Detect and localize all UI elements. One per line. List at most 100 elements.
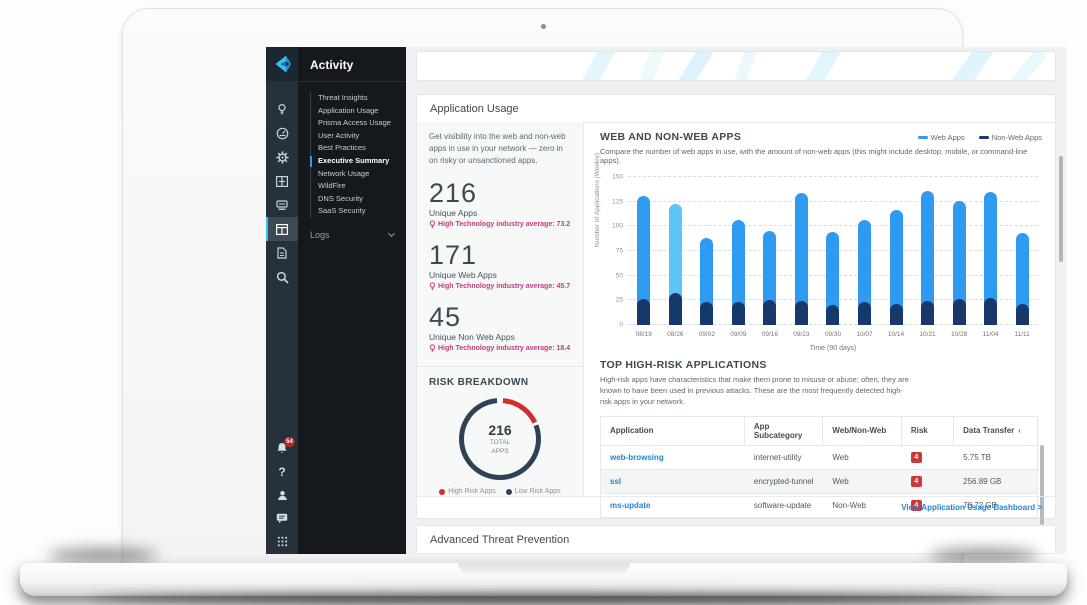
data-transfer-cell: 256.89 GB: [963, 476, 1002, 486]
sidebar-item-dns-security[interactable]: DNS Security: [318, 193, 364, 203]
notifications-button[interactable]: 54: [266, 437, 298, 456]
column-header-risk[interactable]: Risk: [902, 416, 955, 445]
subcategory-cell: software-update: [753, 500, 812, 510]
web-apps-bar-segment: [794, 192, 808, 325]
risk-badge: 4: [910, 475, 922, 487]
bar-11/11[interactable]: [1006, 177, 1038, 325]
lightbulb-icon: [278, 103, 286, 115]
rail-item-monitor[interactable]: [266, 121, 298, 145]
rail-item-settings[interactable]: [266, 145, 298, 169]
sidebar-item-logs[interactable]: Logs: [310, 229, 396, 240]
bar-10/21[interactable]: [912, 177, 944, 325]
legend-item: High Risk Apps: [439, 488, 496, 495]
stat-benchmark: High Technology industry average: 73.2: [429, 220, 571, 229]
bar-09/30[interactable]: [817, 177, 849, 325]
bar-09/16[interactable]: [754, 177, 786, 325]
gridline: 150: [612, 174, 1038, 181]
laptop-camera: [540, 24, 546, 29]
chevron-down-icon: [387, 229, 396, 237]
help-icon: ?: [278, 465, 286, 479]
gauge-icon: [276, 127, 288, 139]
web-apps-bar-segment: [889, 209, 903, 325]
non-web-apps-bar-segment: [952, 299, 966, 325]
benchmark-text: High Technology industry average: 18.4: [438, 345, 571, 352]
laptop-shadow: [48, 548, 158, 563]
bar-11/04[interactable]: [975, 177, 1007, 325]
apps-grid-button[interactable]: [266, 534, 298, 548]
bar-10/14[interactable]: [880, 177, 912, 325]
web-apps-bar-segment: [952, 200, 966, 325]
legend-item: Web Apps: [917, 133, 965, 142]
gridline: 125: [612, 198, 1038, 205]
bar-10/28[interactable]: [943, 177, 975, 325]
sort-indicator-icon: ‹: [1018, 426, 1021, 436]
bar-09/23[interactable]: [786, 177, 818, 325]
column-header-data-transfer[interactable]: Data Transfer ‹: [963, 426, 1021, 436]
rail-item-reports[interactable]: [266, 241, 298, 265]
laptop-notch: [457, 563, 630, 574]
application-link[interactable]: ssl: [610, 476, 622, 486]
sidebar-item-user-activity[interactable]: User Activity: [318, 130, 360, 140]
app-logo[interactable]: [266, 47, 298, 81]
web-nonweb-cell: Non-Web: [832, 500, 866, 510]
sidebar-rail: 54 ?: [266, 47, 298, 554]
y-tick-label: 100: [612, 222, 623, 230]
web-apps-bar-segment: [984, 191, 998, 325]
risk-breakdown-title: RISK BREAKDOWN: [429, 377, 529, 388]
window-panels-icon: [276, 175, 288, 187]
page-scrollbar[interactable]: [1059, 156, 1063, 262]
stat-label: Unique Non Web Apps: [429, 332, 515, 342]
search-icon: [276, 271, 289, 284]
sidebar-item-wildfire[interactable]: WildFire: [318, 181, 346, 191]
user-button[interactable]: [266, 488, 298, 502]
sidebar-item-application-usage[interactable]: Application Usage: [318, 105, 379, 115]
column-header-application[interactable]: Application: [601, 416, 745, 445]
application-link[interactable]: web-browsing: [610, 452, 664, 462]
high-risk-table: Application App Subcategory Web/Non-Web Ris…: [600, 415, 1044, 525]
feedback-button[interactable]: [266, 511, 298, 525]
non-web-apps-bar-segment: [857, 302, 871, 325]
rail-item-dashboards[interactable]: [266, 217, 298, 241]
bar-08/26[interactable]: [660, 177, 692, 325]
table-row-ms-update: ms-update software-update Non-Web 4 78.72 GB: [601, 494, 1037, 518]
bar-chart-subtitle: Compare the number of web apps in use, w…: [600, 147, 1028, 165]
x-tick-label: 09/30: [824, 331, 842, 338]
sidebar-item-saas-security[interactable]: SaaS Security: [318, 206, 366, 216]
data-transfer-cell: 5.75 TB: [963, 452, 991, 462]
sidebar-item-executive-summary[interactable]: Executive Summary: [310, 155, 406, 168]
x-tick-label: 09/02: [698, 331, 715, 338]
benchmark-bulb-icon: [429, 344, 436, 353]
column-header-web-non-web[interactable]: Web/Non-Web: [823, 416, 902, 445]
non-web-apps-bar-segment: [700, 302, 714, 325]
non-web-apps-bar-segment: [1015, 304, 1029, 325]
decorative-streak: [627, 52, 670, 80]
column-header-app-subcategory[interactable]: App Subcategory: [745, 416, 824, 445]
laptop-base-shadow: [90, 594, 997, 603]
web-nonweb-cell: Web: [832, 452, 849, 462]
table-header-row: Application App Subcategory Web/Non-Web Ris…: [601, 416, 1037, 446]
application-link[interactable]: ms-update: [610, 500, 651, 510]
rail-item-panels[interactable]: [266, 169, 298, 193]
rail-item-appliance[interactable]: [266, 193, 298, 217]
sidebar-item-network-usage[interactable]: Network Usage: [318, 168, 370, 178]
laptop-shadow: [929, 548, 1039, 563]
advanced-threat-prevention-card: Advanced Threat Prevention: [416, 525, 1056, 554]
rail-icon-list: [266, 97, 298, 289]
bar-10/07[interactable]: [849, 177, 881, 325]
help-button[interactable]: ?: [266, 465, 298, 479]
benchmark-text: High Technology industry average: 45.7: [438, 283, 571, 290]
stat-block: 216 Unique Apps High Technology industry a…: [429, 180, 571, 229]
non-web-apps-bar-segment: [731, 302, 745, 325]
bar-09/02[interactable]: [691, 177, 723, 325]
rail-item-insights[interactable]: [266, 97, 298, 121]
bar-09/09[interactable]: [723, 177, 755, 325]
view-dashboard-link[interactable]: View Application Usage Dashboard >: [901, 503, 1042, 512]
sidebar-item-prisma-access-usage[interactable]: Prisma Access Usage: [318, 118, 391, 128]
sidebar-item-best-practices[interactable]: Best Practices: [318, 143, 366, 153]
sidebar-item-threat-insights[interactable]: Threat Insights: [318, 93, 368, 102]
rail-item-search[interactable]: [266, 265, 298, 289]
non-web-apps-bar-segment: [668, 293, 682, 325]
table-scrollbar[interactable]: [1040, 444, 1044, 525]
risk-badge: 4: [910, 499, 922, 511]
bar-08/19[interactable]: [628, 177, 660, 325]
